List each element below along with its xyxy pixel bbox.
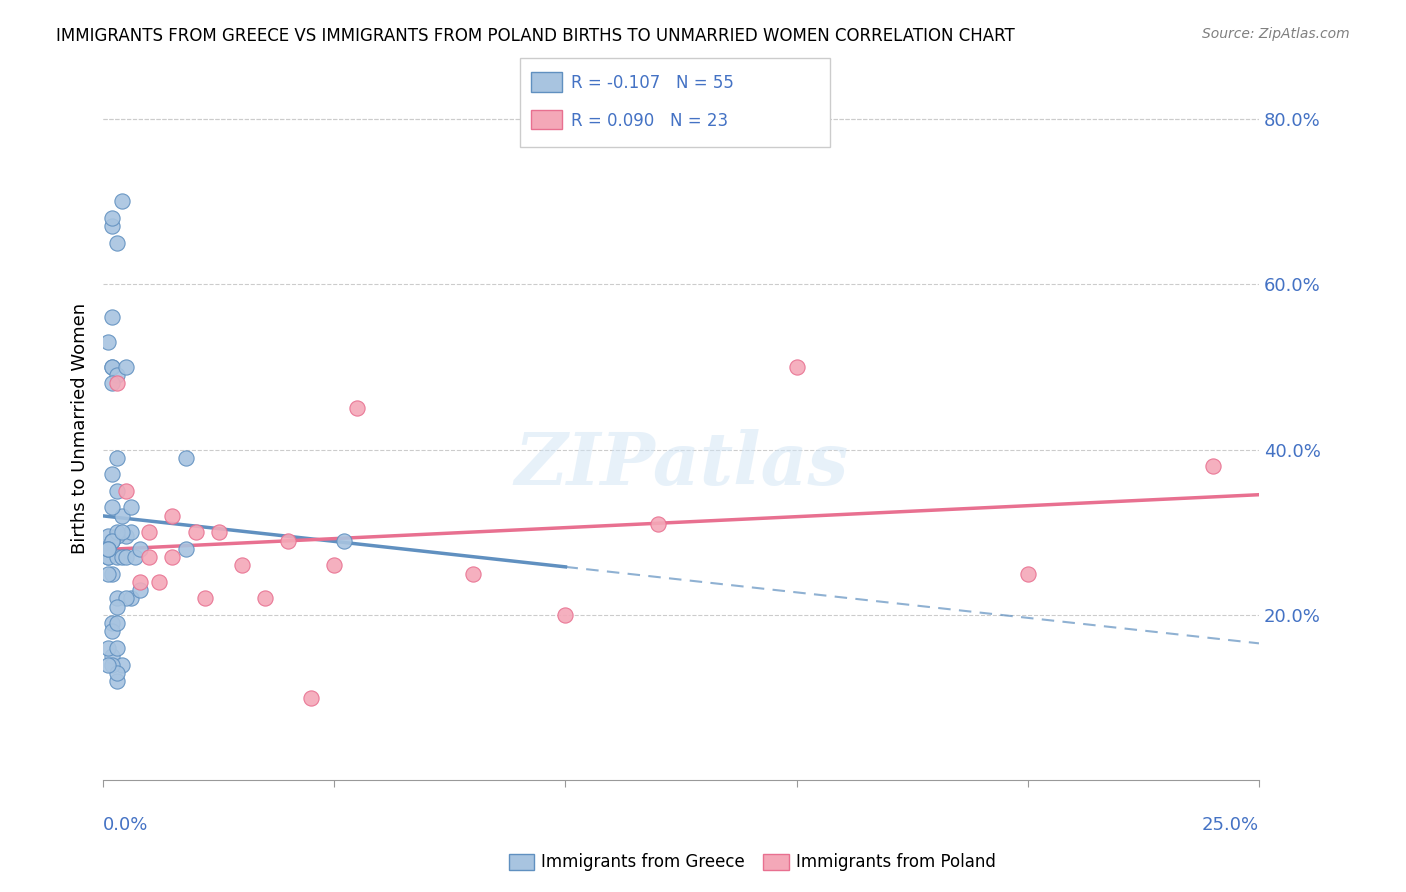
Point xyxy=(101,500,124,515)
Point xyxy=(105,665,128,680)
Point xyxy=(105,591,128,606)
Point xyxy=(120,525,142,540)
Point xyxy=(554,607,576,622)
Point xyxy=(101,657,124,672)
Point xyxy=(105,616,128,631)
Point xyxy=(129,583,152,598)
Point xyxy=(105,529,128,543)
Point xyxy=(105,450,128,465)
Point xyxy=(1017,566,1039,581)
Point xyxy=(101,310,124,325)
Point xyxy=(162,549,184,564)
Point xyxy=(111,525,134,540)
Point xyxy=(277,533,299,548)
Point xyxy=(461,566,484,581)
Text: 25.0%: 25.0% xyxy=(1202,815,1258,833)
Point xyxy=(101,359,124,374)
Point xyxy=(120,500,142,515)
Point xyxy=(786,359,808,374)
Point xyxy=(120,591,142,606)
Point xyxy=(115,529,138,543)
Point xyxy=(194,591,217,606)
Text: Immigrants from Poland: Immigrants from Poland xyxy=(796,853,995,871)
Point xyxy=(346,401,368,416)
Point xyxy=(97,529,120,543)
Point xyxy=(105,483,128,498)
Text: Immigrants from Greece: Immigrants from Greece xyxy=(541,853,745,871)
Point xyxy=(1202,459,1225,474)
Point xyxy=(332,533,354,548)
Point xyxy=(111,657,134,672)
Point xyxy=(97,541,120,556)
Point xyxy=(253,591,276,606)
Point xyxy=(101,616,124,631)
Point xyxy=(105,235,128,250)
Point xyxy=(105,599,128,614)
Text: R = 0.090   N = 23: R = 0.090 N = 23 xyxy=(571,112,728,129)
Point xyxy=(299,690,322,705)
Point xyxy=(148,574,170,589)
Point xyxy=(101,533,124,548)
Point xyxy=(105,640,128,655)
Point xyxy=(208,525,231,540)
Point xyxy=(101,359,124,374)
Point xyxy=(162,508,184,523)
Point xyxy=(101,649,124,664)
Y-axis label: Births to Unmarried Women: Births to Unmarried Women xyxy=(72,303,89,555)
Point xyxy=(105,376,128,391)
Point xyxy=(176,450,198,465)
Point xyxy=(115,549,138,564)
Point xyxy=(97,640,120,655)
Point xyxy=(105,368,128,383)
Point xyxy=(105,549,128,564)
Point xyxy=(176,541,198,556)
Point xyxy=(138,549,160,564)
Point xyxy=(115,359,138,374)
Text: ZIPatlas: ZIPatlas xyxy=(515,428,848,500)
Point xyxy=(129,574,152,589)
Point xyxy=(184,525,207,540)
Point xyxy=(323,558,346,573)
Point xyxy=(97,334,120,349)
Point xyxy=(129,541,152,556)
Point xyxy=(101,566,124,581)
Point xyxy=(101,467,124,482)
Text: IMMIGRANTS FROM GREECE VS IMMIGRANTS FROM POLAND BIRTHS TO UNMARRIED WOMEN CORRE: IMMIGRANTS FROM GREECE VS IMMIGRANTS FRO… xyxy=(56,27,1015,45)
Point xyxy=(97,541,120,556)
Point xyxy=(111,549,134,564)
Point xyxy=(97,657,120,672)
Text: 0.0%: 0.0% xyxy=(103,815,149,833)
Point xyxy=(105,674,128,689)
Point xyxy=(101,624,124,639)
Point xyxy=(97,549,120,564)
Point xyxy=(111,508,134,523)
Point xyxy=(101,376,124,391)
Point xyxy=(101,533,124,548)
Point xyxy=(105,525,128,540)
Text: R = -0.107   N = 55: R = -0.107 N = 55 xyxy=(571,74,734,92)
Point xyxy=(115,591,138,606)
Point xyxy=(111,194,134,209)
Point xyxy=(647,516,669,531)
Point xyxy=(97,566,120,581)
Point xyxy=(101,219,124,234)
Point xyxy=(115,483,138,498)
Point xyxy=(124,549,146,564)
Point xyxy=(101,211,124,225)
Point xyxy=(138,525,160,540)
Point xyxy=(231,558,253,573)
Text: Source: ZipAtlas.com: Source: ZipAtlas.com xyxy=(1202,27,1350,41)
Point xyxy=(97,549,120,564)
